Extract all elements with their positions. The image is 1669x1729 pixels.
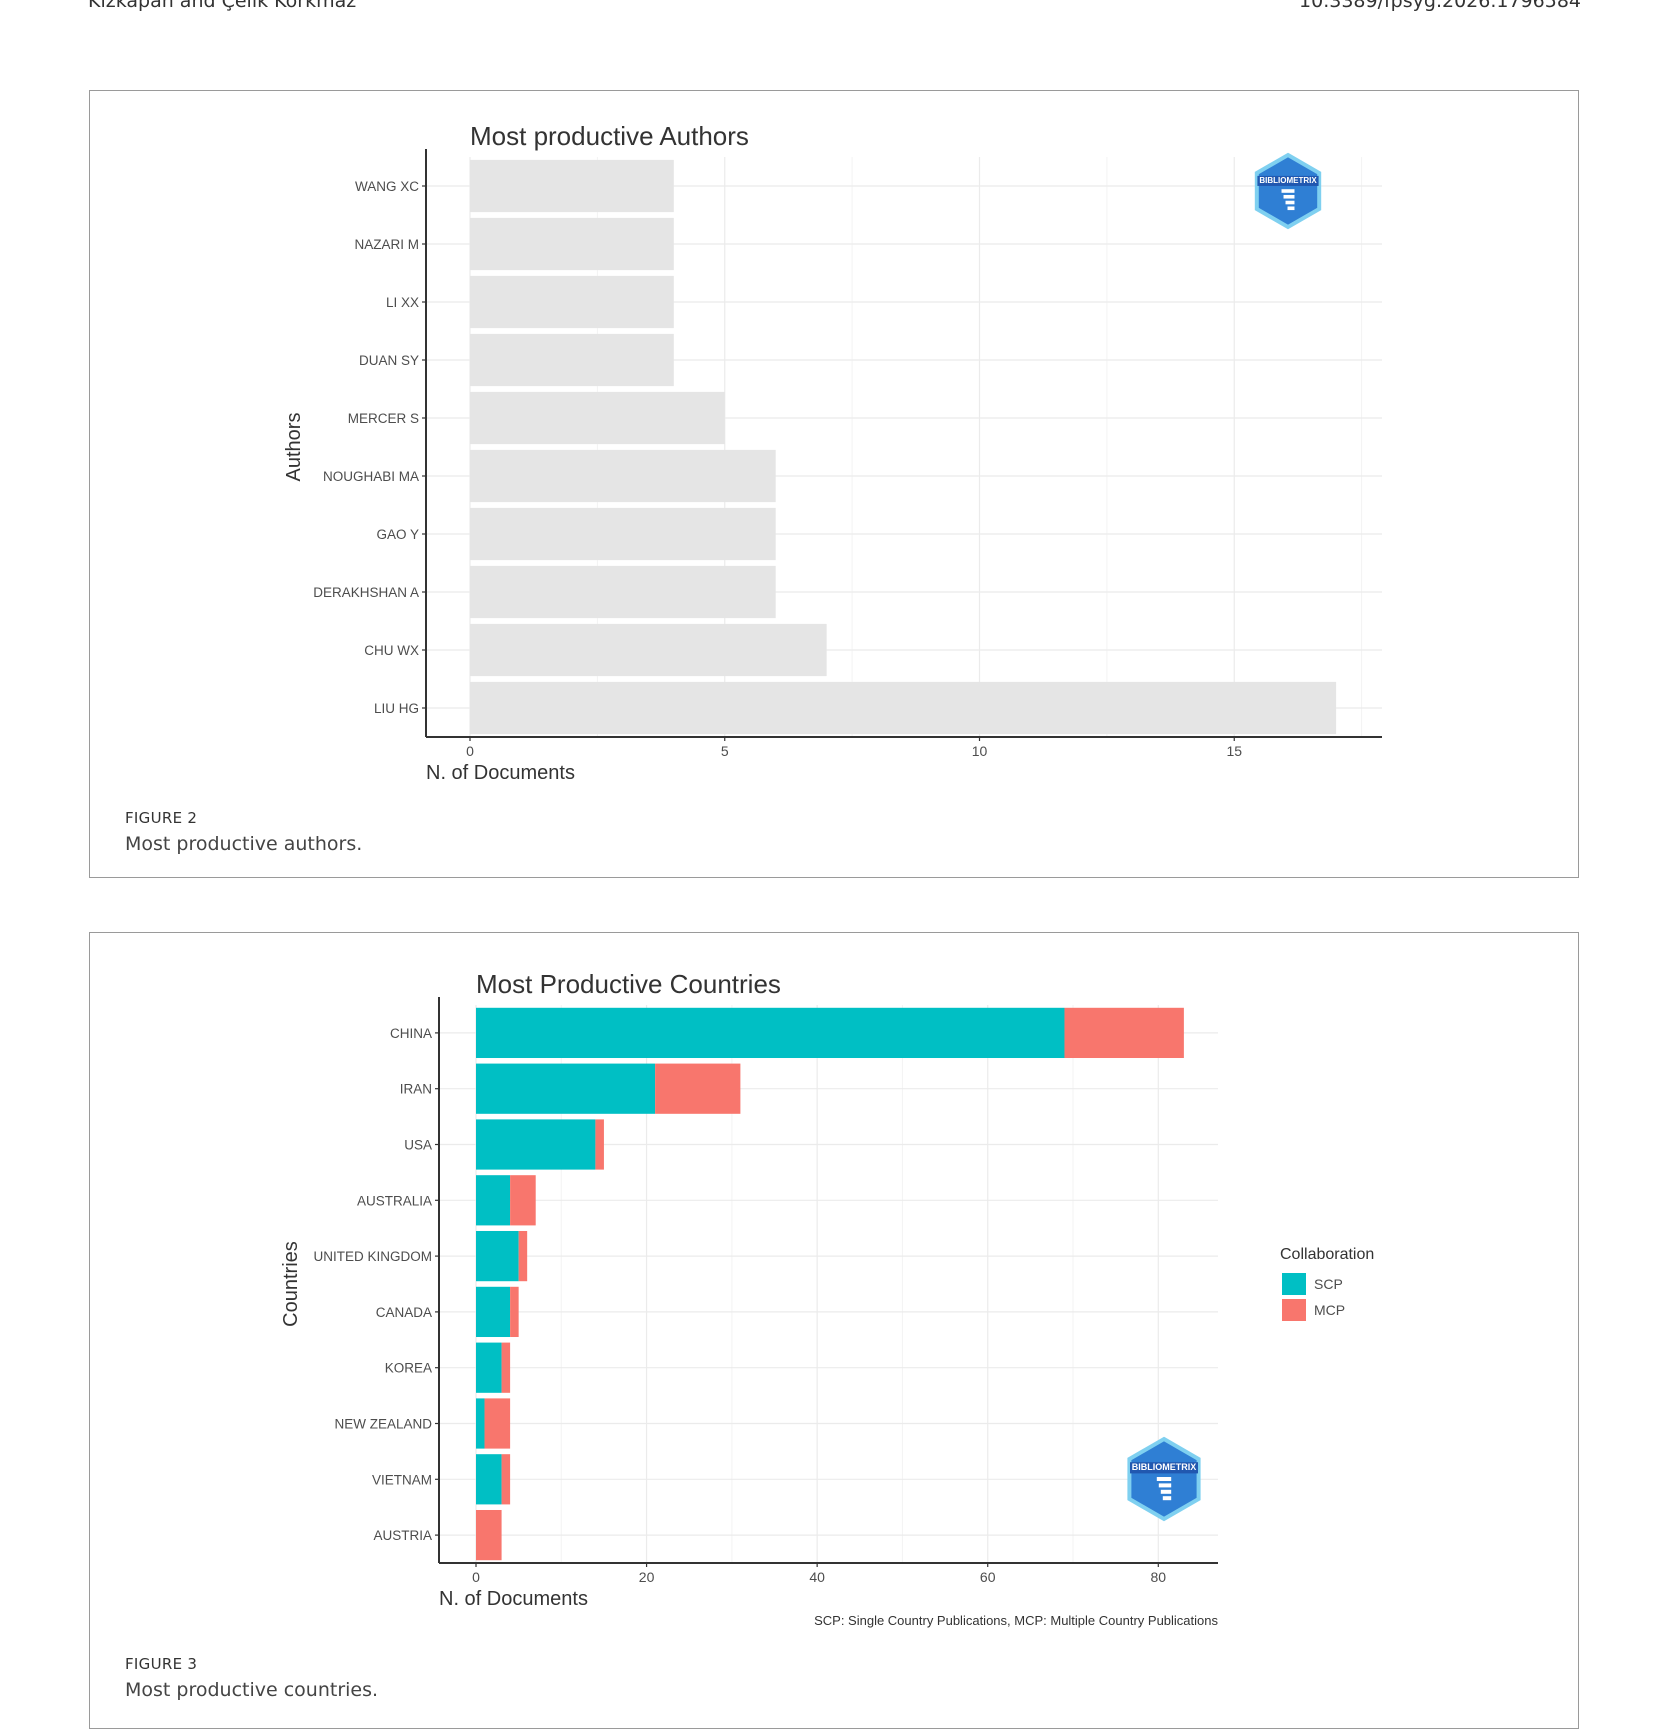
bar-scp-canada xyxy=(476,1286,511,1338)
x-tick-label: 80 xyxy=(1151,1569,1167,1585)
logo-text: BIBLIOMETRIX xyxy=(1132,1462,1197,1472)
bar-mcp-united-kingdom xyxy=(518,1230,528,1282)
figure-3-panel: Most Productive Countries CHINA IRAN USA AUS… xyxy=(89,932,1579,1729)
bar-scp-korea xyxy=(476,1342,502,1393)
running-head-doi: 10.3389/fpsyg.2026.1796584 xyxy=(1299,0,1581,12)
bar-scp-iran xyxy=(476,1063,656,1114)
bar-duan-sy xyxy=(470,333,674,387)
y-tick-label-liu-hg: LIU HG xyxy=(374,701,419,716)
bars xyxy=(476,1007,1184,1561)
logo-text: BIBLIOMETRIX xyxy=(1259,176,1317,185)
y-tick-label-mercer-s: MERCER S xyxy=(348,411,419,426)
y-tick-label-new-zealand: NEW ZEALAND xyxy=(334,1417,432,1432)
y-axis-title: Countries xyxy=(280,1241,302,1327)
logo-stripe xyxy=(1160,1489,1172,1494)
bars xyxy=(470,159,1337,735)
y-tick-label-usa: USA xyxy=(404,1138,432,1153)
logo-band xyxy=(1257,175,1319,186)
logo-stripe xyxy=(1281,189,1295,193)
x-tick-label: 20 xyxy=(639,1569,655,1585)
y-tick-label-chu-wx: CHU WX xyxy=(364,643,419,658)
figure-2-caption-text: Most productive authors. xyxy=(125,833,363,855)
bar-gao-y xyxy=(470,507,776,561)
bar-mcp-usa xyxy=(595,1119,604,1170)
bibliometrix-logo-icon: BIBLIOMETRIX xyxy=(1254,152,1322,230)
y-tick-label-canada: CANADA xyxy=(376,1305,432,1320)
legend-label-mcp: MCP xyxy=(1314,1302,1345,1318)
y-tick-label-vietnam: VIETNAM xyxy=(372,1472,432,1487)
x-axis-title: N. of Documents xyxy=(426,762,575,781)
y-tick-label-austria: AUSTRIA xyxy=(373,1528,432,1543)
chart-title: Most Productive Countries xyxy=(476,969,781,999)
bibliometrix-logo-icon: BIBLIOMETRIX xyxy=(1127,1436,1201,1522)
legend-title: Collaboration xyxy=(1280,1246,1374,1263)
logo-stripe xyxy=(1283,194,1295,199)
figure-2-panel: Most productive Authors WANG XC NAZARI M LI… xyxy=(89,90,1579,878)
logo-stripe xyxy=(1162,1496,1172,1501)
bar-mcp-korea xyxy=(501,1342,511,1393)
x-tick-label: 60 xyxy=(980,1569,996,1585)
bar-mcp-iran xyxy=(655,1063,741,1114)
figure-3-caption-text: Most productive countries. xyxy=(125,1679,379,1701)
bar-mcp-austria xyxy=(476,1509,502,1561)
bar-wang-xc xyxy=(470,159,674,213)
logo-band xyxy=(1130,1462,1198,1474)
x-tick-label: 0 xyxy=(466,743,474,759)
bar-mercer-s xyxy=(470,391,725,445)
y-tick-label-wang-xc: WANG XC xyxy=(355,179,419,194)
figure-3-caption: FIGURE 3 Most productive countries. xyxy=(125,1655,378,1701)
countries-chart: Most Productive Countries CHINA IRAN USA AUS… xyxy=(280,969,1374,1628)
legend-swatch-scp xyxy=(1282,1273,1306,1295)
legend-swatch-mcp xyxy=(1282,1299,1306,1321)
legend: Collaboration SCP MCP xyxy=(1280,1246,1374,1321)
y-tick-label-nazari-m: NAZARI M xyxy=(354,237,419,252)
x-tick-label: 15 xyxy=(1226,743,1242,759)
figure-2-caption: FIGURE 2 Most productive authors. xyxy=(125,809,362,855)
bar-derakhshan-a xyxy=(470,565,776,619)
running-head-authors: Kızkapan and Çelik Korkmaz xyxy=(88,0,357,12)
bar-mcp-canada xyxy=(510,1286,519,1338)
bar-mcp-new-zealand xyxy=(484,1398,511,1449)
legend-label-scp: SCP xyxy=(1314,1276,1343,1292)
logo-stripe xyxy=(1287,206,1295,211)
bar-scp-united-kingdom xyxy=(476,1230,519,1282)
chart-note: SCP: Single Country Publications, MCP: M… xyxy=(814,1613,1218,1628)
x-tick-label: 10 xyxy=(972,743,988,759)
y-tick-label-gao-y: GAO Y xyxy=(376,527,419,542)
figure-2-label: FIGURE 2 xyxy=(125,809,198,827)
y-tick-label-li-xx: LI XX xyxy=(386,295,419,310)
bar-scp-australia xyxy=(476,1175,511,1226)
bar-chu-wx xyxy=(470,623,827,677)
x-tick-label: 0 xyxy=(472,1569,480,1585)
y-tick-label-duan-sy: DUAN SY xyxy=(359,353,419,368)
bar-scp-vietnam xyxy=(476,1454,502,1505)
bar-mcp-vietnam xyxy=(501,1454,511,1505)
chart-title: Most productive Authors xyxy=(470,121,749,151)
y-tick-label-china: CHINA xyxy=(390,1026,432,1041)
y-tick-label-noughabi-ma: NOUGHABI MA xyxy=(323,469,419,484)
y-tick-label-iran: IRAN xyxy=(400,1082,432,1097)
bar-mcp-china xyxy=(1064,1007,1184,1059)
y-tick-label-australia: AUSTRALIA xyxy=(357,1193,432,1208)
y-tick-label-korea: KOREA xyxy=(385,1361,432,1376)
bar-mcp-australia xyxy=(510,1175,536,1226)
bar-scp-new-zealand xyxy=(476,1398,485,1449)
y-axis-title: Authors xyxy=(283,413,305,482)
bar-li-xx xyxy=(470,275,674,329)
logo-stripe xyxy=(1158,1483,1172,1488)
figure-3-label: FIGURE 3 xyxy=(125,1655,198,1673)
logo-stripe xyxy=(1285,200,1295,205)
x-tick-label: 40 xyxy=(809,1569,825,1585)
bar-scp-usa xyxy=(476,1119,596,1170)
x-tick-label: 5 xyxy=(721,743,729,759)
x-axis-title: N. of Documents xyxy=(439,1588,588,1610)
bar-scp-china xyxy=(476,1007,1065,1059)
authors-chart: Most productive Authors WANG XC NAZARI M LI… xyxy=(283,121,1382,781)
y-tick-label-united-kingdom: UNITED KINGDOM xyxy=(313,1249,432,1264)
bar-noughabi-ma xyxy=(470,449,776,503)
logo-stripe xyxy=(1156,1477,1172,1481)
y-tick-label-derakhshan-a: DERAKHSHAN A xyxy=(313,585,419,600)
bar-liu-hg xyxy=(470,681,1337,735)
bar-nazari-m xyxy=(470,217,674,271)
